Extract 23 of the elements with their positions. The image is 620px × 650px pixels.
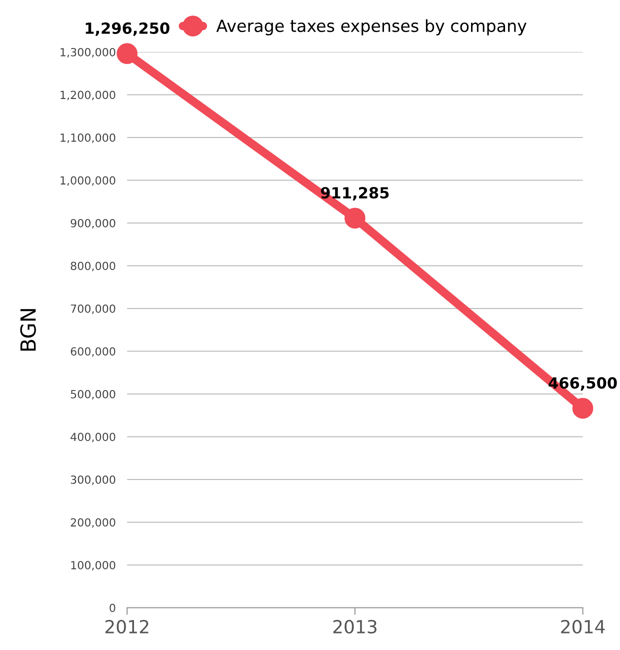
y-tick-label: 1,300,000 (60, 48, 116, 58)
point (572, 398, 594, 419)
text: 1,296,250 (86, 22, 170, 36)
y-tick-label: 1,200,000 (60, 90, 116, 100)
y-tick-label: 800,000 (70, 262, 116, 272)
y-tick-label: 300,000 (70, 475, 116, 486)
y-tick-label: 900,000 (70, 218, 116, 229)
y-tick-label: 500,000 (70, 390, 116, 400)
y-tick-label: 200,000 (70, 518, 116, 528)
point (344, 208, 366, 229)
x-tick-label: 2012 (105, 620, 148, 634)
x-tick-label: 2013 (333, 620, 376, 634)
y-tick-label: 0 (110, 604, 116, 612)
legend-label: Average taxes expenses by company (216, 19, 526, 36)
point (116, 43, 138, 64)
y-axis-title: BGN (20, 309, 36, 351)
x-tick-label: 2014 (561, 620, 605, 634)
y-tick-label: 400,000 (70, 432, 116, 442)
y-tick-label: 700,000 (70, 304, 116, 314)
y-tick-label: 1,000,000 (60, 176, 116, 186)
y-tick-label: 100,000 (71, 560, 116, 571)
y-tick-label: 1,100,000 (60, 133, 116, 144)
y-tick-label: 600,000 (70, 347, 116, 357)
